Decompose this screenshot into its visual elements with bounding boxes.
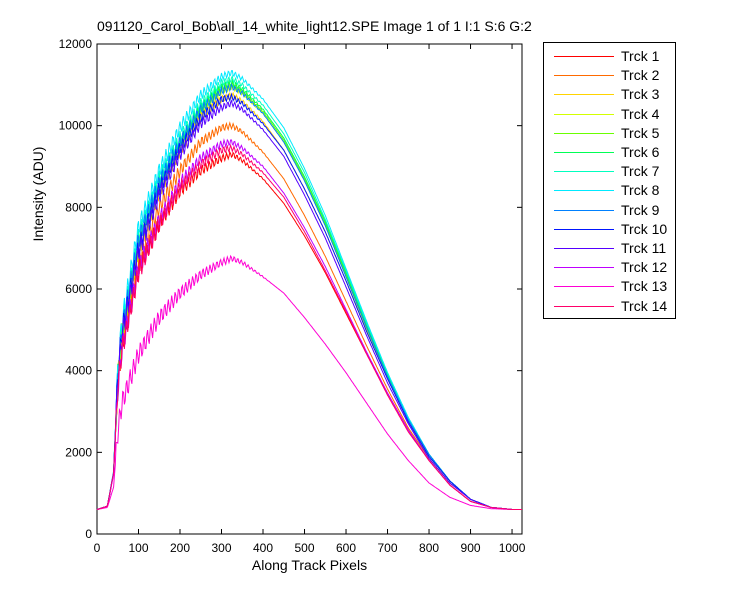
legend-item: Trck 8 xyxy=(544,181,675,200)
legend-swatch xyxy=(554,305,614,307)
y-tick-label: 8000 xyxy=(65,200,92,214)
legend-item: Trck 13 xyxy=(544,277,675,296)
axes-box xyxy=(96,43,523,535)
x-axis: 0 100 200 300 400 500 600 700 800 900 1000 xyxy=(94,44,526,555)
y-axis-label: Intensity (ADU) xyxy=(30,146,46,242)
legend-label: Trck 11 xyxy=(621,240,667,256)
legend-swatch xyxy=(554,75,614,77)
legend-swatch xyxy=(554,152,614,153)
legend-swatch xyxy=(554,113,614,115)
legend-item: Trck 3 xyxy=(544,85,675,104)
x-tick-label: 600 xyxy=(336,541,356,555)
y-tick-label: 10000 xyxy=(59,119,93,133)
legend-item: Trck 2 xyxy=(544,66,675,85)
legend: Trck 1 Trck 2 Trck 3 Trck 4 Trck 5 Trck 6 Trck… xyxy=(543,42,676,319)
y-tick-label: 6000 xyxy=(65,282,92,296)
legend-label: Trck 3 xyxy=(621,86,660,103)
legend-label: Trck 9 xyxy=(621,201,660,218)
legend-swatch xyxy=(554,94,614,96)
legend-label: Trck 1 xyxy=(621,48,660,64)
legend-swatch xyxy=(554,248,614,249)
y-tick-label: 2000 xyxy=(65,445,92,459)
legend-item: Trck 10 xyxy=(544,220,675,239)
legend-label: Trck 4 xyxy=(621,105,660,122)
x-tick-label: 500 xyxy=(295,541,315,555)
legend-swatch xyxy=(554,56,614,57)
legend-label: Trck 7 xyxy=(621,163,660,180)
x-axis-label: Along Track Pixels xyxy=(251,557,368,573)
x-tick-label: 400 xyxy=(253,541,273,555)
series-line-13 xyxy=(96,254,522,510)
series-line-14 xyxy=(96,143,522,510)
legend-swatch xyxy=(554,286,614,288)
x-tick-label: 1000 xyxy=(499,541,526,555)
legend-swatch xyxy=(554,190,614,192)
x-tick-label: 700 xyxy=(378,541,398,555)
series-line-11 xyxy=(96,99,522,510)
legend-swatch xyxy=(554,209,614,211)
y-tick-label: 4000 xyxy=(65,364,92,378)
legend-label: Trck 2 xyxy=(621,67,660,84)
legend-label: Trck 6 xyxy=(621,144,660,160)
legend-item: Trck 5 xyxy=(544,124,675,143)
chart-title: 091120_Carol_Bob\all_14_white_light12.SP… xyxy=(97,18,532,34)
series-lines xyxy=(96,70,522,510)
legend-label: Trck 5 xyxy=(621,124,660,141)
legend-item: Trck 11 xyxy=(544,239,675,258)
x-tick-label: 800 xyxy=(419,541,439,555)
x-tick-label: 0 xyxy=(94,541,101,555)
y-axis: 0 2000 4000 6000 8000 10000 12000 xyxy=(59,37,522,541)
legend-item: Trck 6 xyxy=(544,143,675,162)
legend-label: Trck 13 xyxy=(621,278,668,295)
legend-label: Trck 10 xyxy=(621,220,668,237)
legend-swatch xyxy=(554,228,614,230)
y-tick-label: 12000 xyxy=(59,37,93,51)
legend-swatch xyxy=(554,267,614,269)
legend-item: Trck 1 xyxy=(544,47,675,66)
legend-label: Trck 12 xyxy=(621,259,668,276)
legend-swatch xyxy=(554,171,614,173)
y-tick-label: 0 xyxy=(85,527,92,541)
legend-label: Trck 8 xyxy=(621,182,660,199)
x-tick-label: 100 xyxy=(128,541,148,555)
legend-item: Trck 12 xyxy=(544,258,675,277)
x-tick-label: 200 xyxy=(170,541,190,555)
x-tick-label: 900 xyxy=(461,541,481,555)
legend-swatch xyxy=(554,132,614,134)
legend-item: Trck 9 xyxy=(544,201,675,220)
legend-label: Trck 14 xyxy=(621,297,668,314)
x-tick-label: 300 xyxy=(211,541,231,555)
legend-item: Trck 14 xyxy=(544,297,675,316)
legend-item: Trck 4 xyxy=(544,105,675,124)
legend-item: Trck 7 xyxy=(544,162,675,181)
